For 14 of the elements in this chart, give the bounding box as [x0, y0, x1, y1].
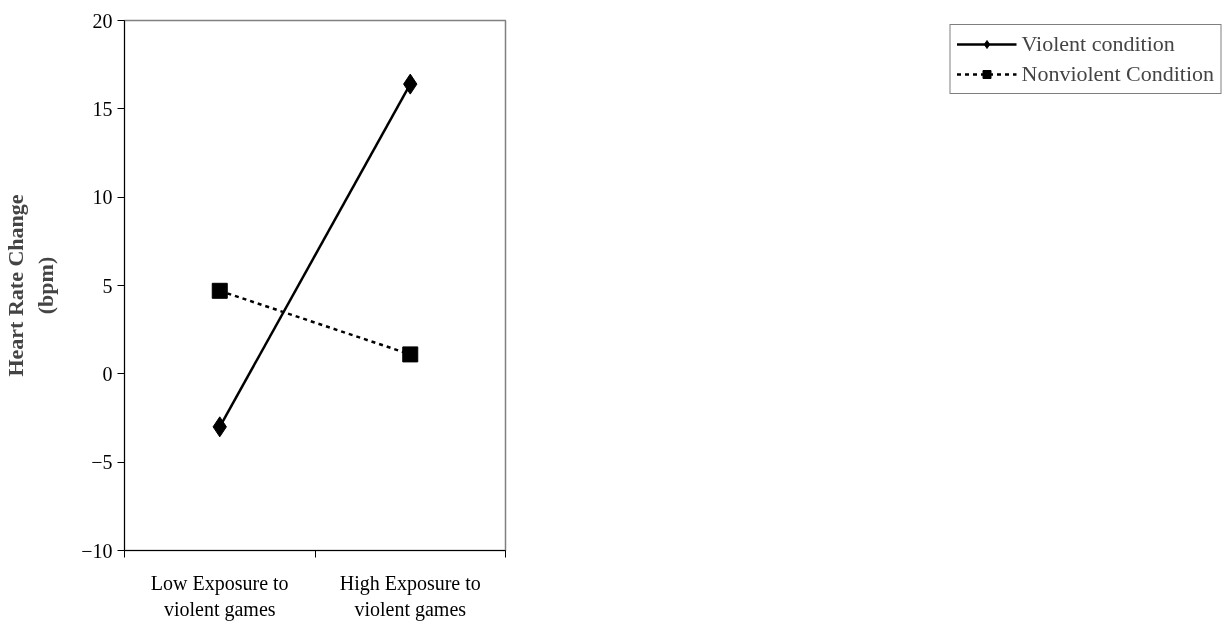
legend-label: Nonviolent Condition — [1021, 61, 1214, 87]
y-tick-label: 20 — [92, 9, 113, 32]
y-tick-label: 15 — [92, 97, 113, 120]
x-tick-label: High Exposure to violent games — [339, 571, 481, 621]
y-tick-label: 0 — [102, 362, 113, 385]
point — [402, 346, 419, 363]
x-tick-label: Low Exposure to violent games — [150, 571, 289, 621]
legend-label: Violent condition — [1021, 31, 1175, 57]
y-axis-title: Heart Rate Change (bpm) — [3, 194, 59, 377]
y-tick-label: 5 — [102, 274, 113, 297]
y-tick-label: −10 — [81, 539, 113, 562]
point — [211, 282, 228, 299]
y-tick-label: 10 — [92, 186, 113, 209]
y-tick-label: −5 — [91, 451, 113, 474]
